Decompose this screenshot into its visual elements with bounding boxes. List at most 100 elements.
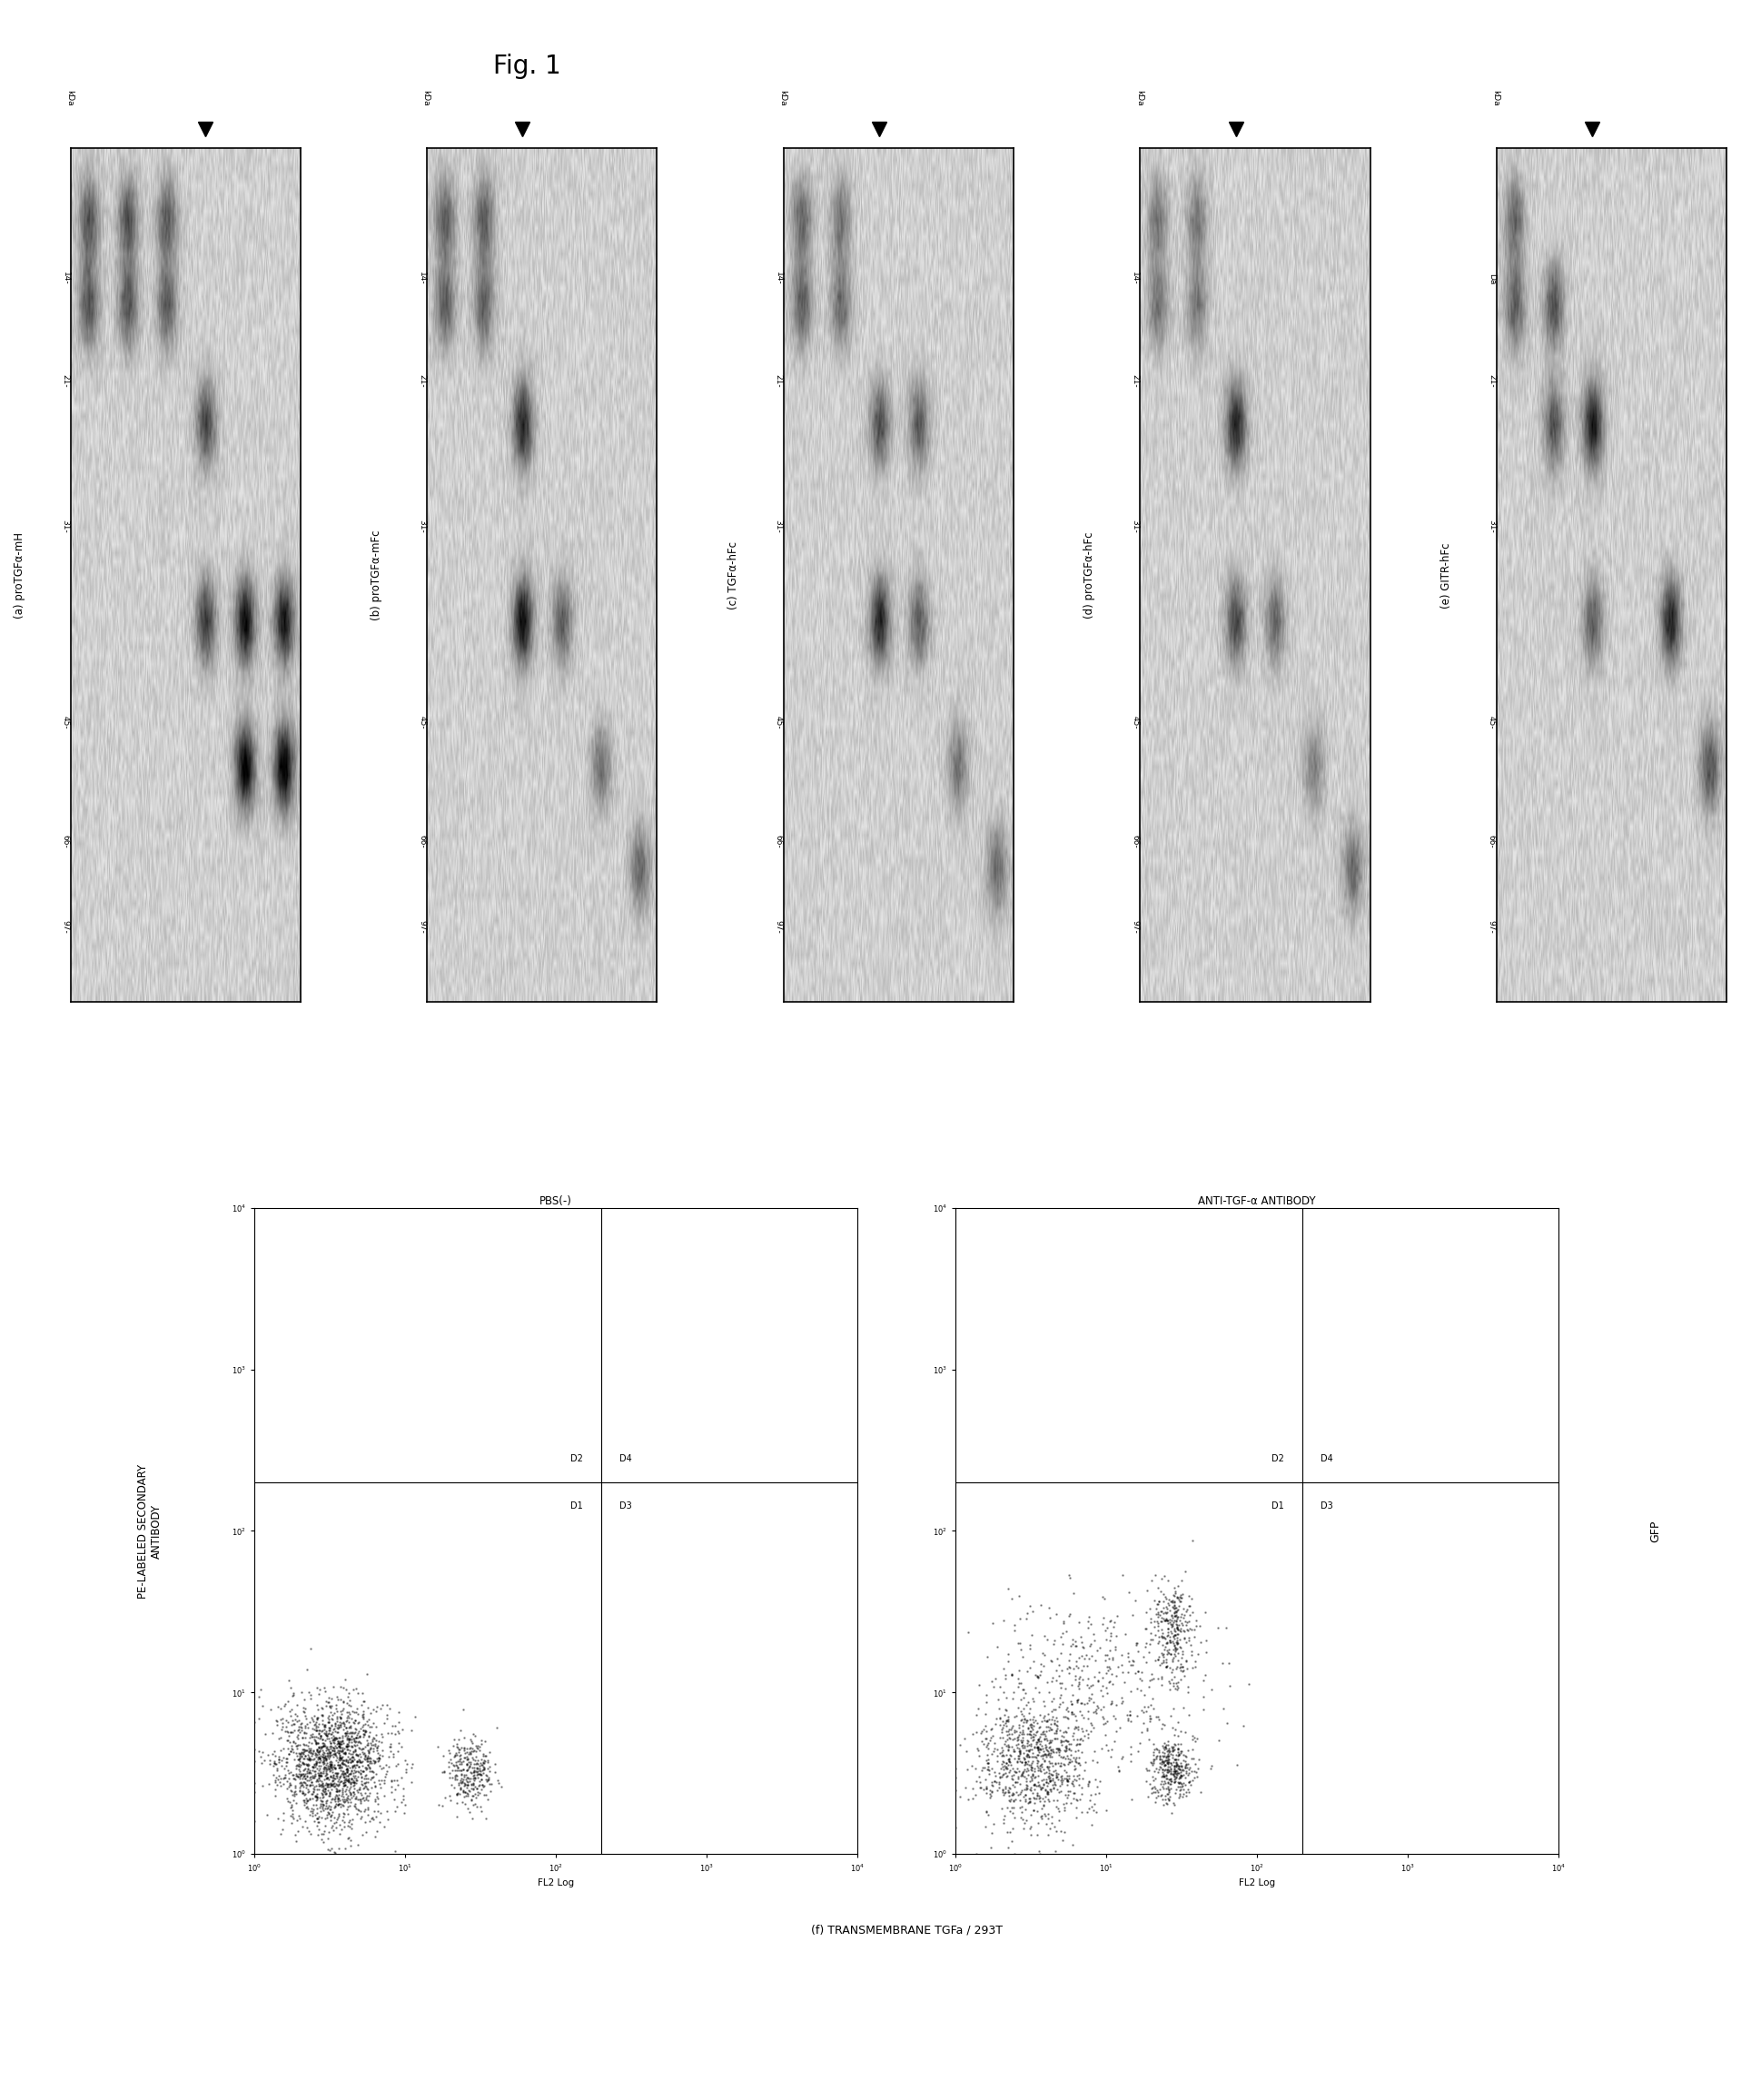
Point <box>1169 1760 1197 1793</box>
Point <box>1051 1785 1079 1819</box>
Point <box>1141 1772 1169 1806</box>
Point <box>1153 1728 1182 1762</box>
Point <box>321 1737 349 1770</box>
Point <box>1150 1745 1178 1779</box>
Point <box>342 1764 370 1798</box>
Point <box>1159 1732 1187 1766</box>
Point <box>1183 1751 1212 1785</box>
Point <box>1023 1661 1051 1695</box>
Point <box>1164 1751 1192 1785</box>
Point <box>317 1730 345 1764</box>
Point <box>301 1760 329 1793</box>
Point <box>345 1783 373 1816</box>
Point <box>1139 1774 1168 1808</box>
Point <box>1034 1785 1062 1819</box>
Point <box>1157 1598 1185 1632</box>
Point <box>1171 1739 1199 1772</box>
Point <box>1046 1728 1074 1762</box>
Point <box>1067 1663 1095 1697</box>
Point <box>1152 1604 1180 1638</box>
Point <box>306 1787 335 1821</box>
Point <box>1152 1743 1180 1777</box>
Point <box>1028 1701 1057 1735</box>
Point <box>1025 1781 1053 1814</box>
Point <box>321 1714 349 1747</box>
Point <box>1044 1649 1072 1682</box>
Point <box>264 1760 292 1793</box>
Point <box>1153 1739 1182 1772</box>
Point <box>350 1741 379 1774</box>
Point <box>315 1739 343 1772</box>
Point <box>345 1772 373 1806</box>
Point <box>993 1760 1021 1793</box>
Point <box>1032 1735 1060 1768</box>
Point <box>328 1812 356 1846</box>
Point <box>280 1707 308 1741</box>
Point <box>289 1682 317 1716</box>
Point <box>352 1745 380 1779</box>
Point <box>470 1724 498 1758</box>
Point <box>261 1735 289 1768</box>
Point <box>273 1764 301 1798</box>
Point <box>468 1768 497 1802</box>
Point <box>303 1747 331 1781</box>
Point <box>1160 1743 1189 1777</box>
Point <box>454 1749 483 1783</box>
Point <box>1037 1739 1065 1772</box>
Point <box>321 1783 349 1816</box>
Point <box>444 1762 472 1796</box>
Point <box>349 1732 377 1766</box>
Point <box>1145 1732 1173 1766</box>
Point <box>1044 1680 1072 1714</box>
Point <box>305 1741 333 1774</box>
Point <box>1175 1766 1203 1800</box>
Point <box>328 1777 356 1810</box>
Point <box>328 1764 356 1798</box>
Point <box>1168 1651 1196 1684</box>
Point <box>308 1722 336 1756</box>
Point <box>336 1829 365 1863</box>
Point <box>361 1726 389 1760</box>
Point <box>1014 1758 1043 1791</box>
Point <box>1159 1579 1187 1613</box>
Point <box>1116 1783 1145 1816</box>
Point <box>1153 1617 1182 1651</box>
Point <box>972 1686 1000 1720</box>
Point <box>1118 1598 1146 1632</box>
Point <box>1037 1714 1065 1747</box>
Point <box>329 1758 357 1791</box>
Point <box>1180 1756 1208 1789</box>
Point <box>1113 1640 1141 1674</box>
Point <box>285 1766 313 1800</box>
Point <box>349 1697 377 1730</box>
Point <box>1145 1649 1173 1682</box>
Point <box>1146 1575 1175 1609</box>
Point <box>461 1760 490 1793</box>
Point <box>449 1751 477 1785</box>
Point <box>1062 1684 1090 1718</box>
Point <box>449 1777 477 1810</box>
Point <box>280 1770 308 1804</box>
Point <box>1085 1632 1113 1665</box>
Point <box>972 1678 1000 1711</box>
Point <box>377 1764 405 1798</box>
Point <box>1014 1735 1043 1768</box>
Point <box>310 1672 338 1705</box>
Point <box>299 1749 328 1783</box>
Point <box>331 1762 359 1796</box>
Point <box>306 1770 335 1804</box>
Point <box>444 1732 472 1766</box>
Point <box>317 1760 345 1793</box>
Point <box>433 1749 461 1783</box>
Point <box>305 1714 333 1747</box>
Point <box>1168 1638 1196 1672</box>
Point <box>322 1806 350 1840</box>
Point <box>285 1737 313 1770</box>
Point <box>354 1779 382 1812</box>
Point <box>1028 1735 1057 1768</box>
Point <box>315 1804 343 1838</box>
Point <box>1076 1607 1104 1640</box>
Point <box>380 1709 409 1743</box>
Point <box>310 1754 338 1787</box>
Point <box>470 1751 498 1785</box>
